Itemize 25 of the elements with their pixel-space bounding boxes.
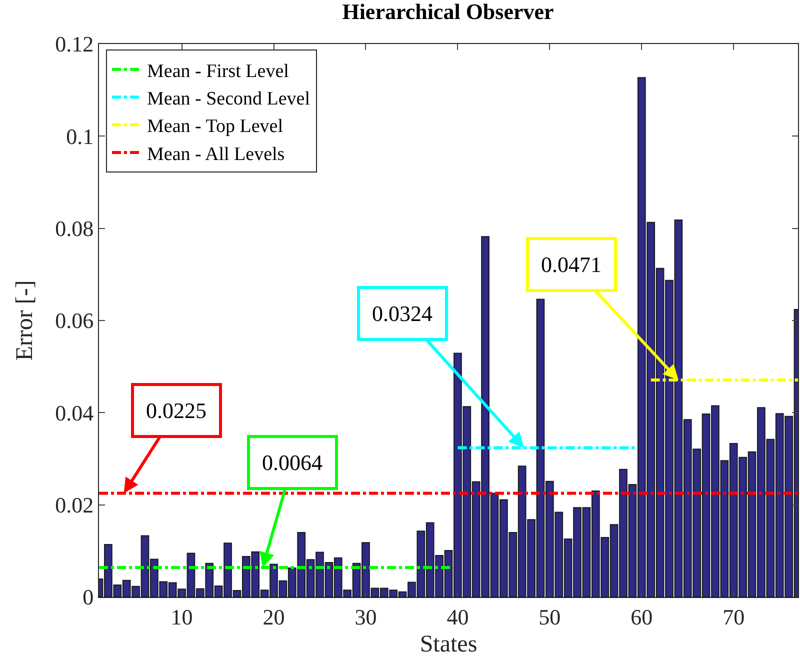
legend-label: Mean - Top Level (146, 116, 284, 138)
annotation: 0.0225 (146, 398, 206, 423)
x-tick-label: 60 (630, 604, 653, 630)
legend-label: Mean - First Level (146, 60, 289, 82)
y-tick-label: 0.12 (55, 32, 94, 57)
y-axis-title: Error [-] (12, 280, 38, 361)
x-tick-label: 30 (354, 604, 377, 630)
annotation: 0.0324 (372, 301, 432, 326)
y-tick-label: 0 (82, 584, 94, 610)
y-tick-label: 0.06 (55, 308, 94, 334)
legend-label: Mean - Second Level (146, 88, 310, 110)
x-axis-title: States (420, 632, 478, 658)
y-tick-label: 0.08 (55, 216, 94, 242)
y-tick-label: 0.1 (66, 124, 94, 149)
y-tick-label: 0.02 (55, 492, 94, 518)
x-tick-label: 50 (538, 604, 561, 630)
annotation: 0.0064 (262, 450, 322, 475)
x-tick-label: 10 (170, 604, 193, 630)
x-tick-label: 20 (262, 604, 285, 630)
legend-label: Mean - All Levels (146, 144, 285, 165)
y-tick-label: 0.04 (55, 400, 94, 426)
x-tick-label: 70 (722, 604, 745, 630)
annotation: 0.0471 (541, 252, 602, 277)
chart-title: Hierarchical Observer (342, 0, 554, 24)
x-tick-label: 40 (446, 604, 469, 630)
